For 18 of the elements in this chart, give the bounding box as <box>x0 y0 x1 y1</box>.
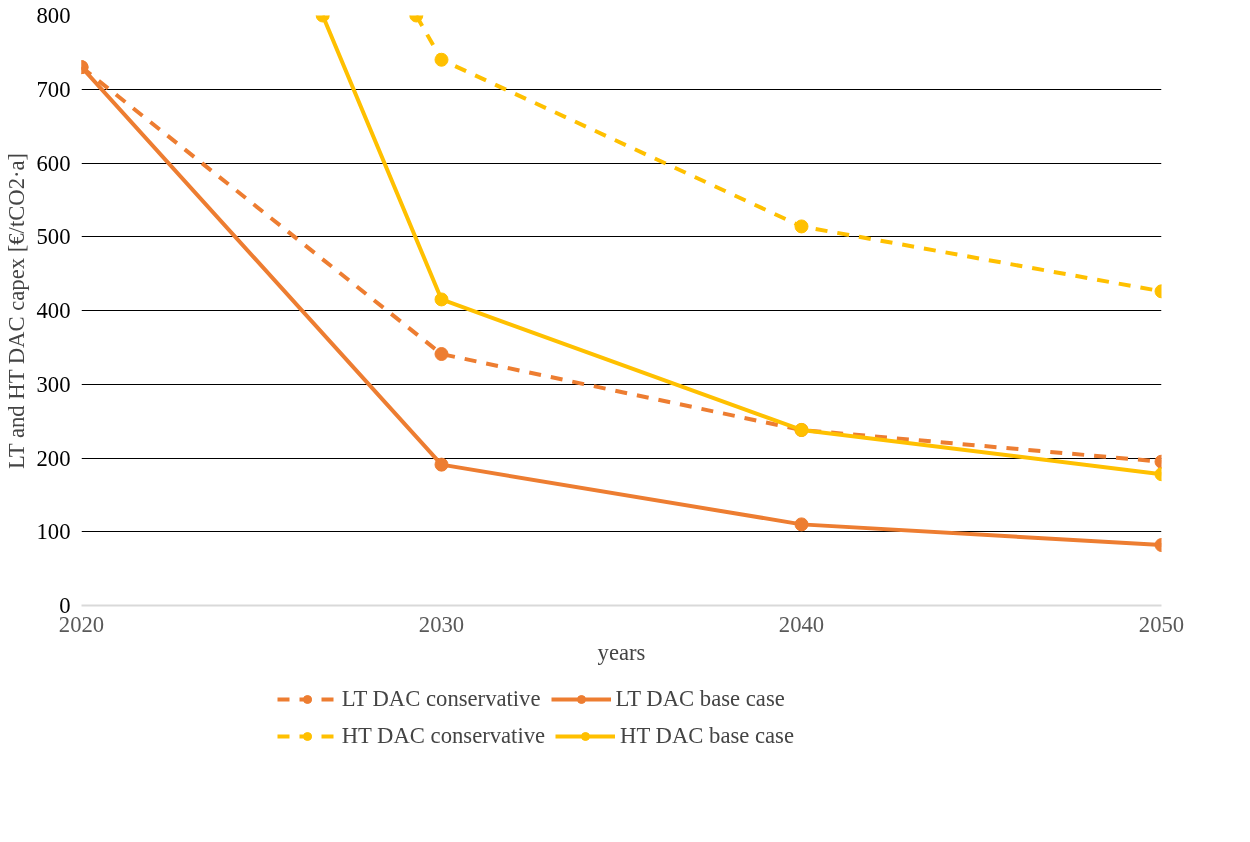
legend-label: LT DAC conservative <box>341 686 541 712</box>
y-tick-label: 600 <box>36 150 71 176</box>
y-tick-label: 500 <box>36 224 71 250</box>
y-tick-label: 100 <box>36 519 71 545</box>
legend-label: HT DAC base case <box>620 723 794 749</box>
x-axis-title: years <box>597 639 646 665</box>
y-tick-label: 400 <box>36 298 71 323</box>
y-tick-label: 800 <box>36 3 71 28</box>
y-tick-label: 0 <box>59 593 71 618</box>
legend-label: HT DAC conservative <box>341 723 546 749</box>
y-tick-label: 200 <box>36 445 71 471</box>
legend-label: LT DAC base case <box>615 686 785 712</box>
x-tick-label: 2040 <box>778 611 825 637</box>
x-tick-label: 2030 <box>418 611 465 637</box>
y-tick-label: 300 <box>36 371 71 397</box>
x-tick-label: 2050 <box>1138 611 1185 637</box>
y-tick-label: 700 <box>36 76 71 102</box>
y-axis-title: LT and HT DAC capex [€/tCO2·a] <box>3 152 29 469</box>
